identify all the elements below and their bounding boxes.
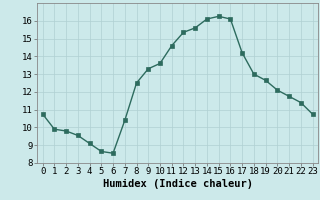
X-axis label: Humidex (Indice chaleur): Humidex (Indice chaleur) [103,179,252,189]
